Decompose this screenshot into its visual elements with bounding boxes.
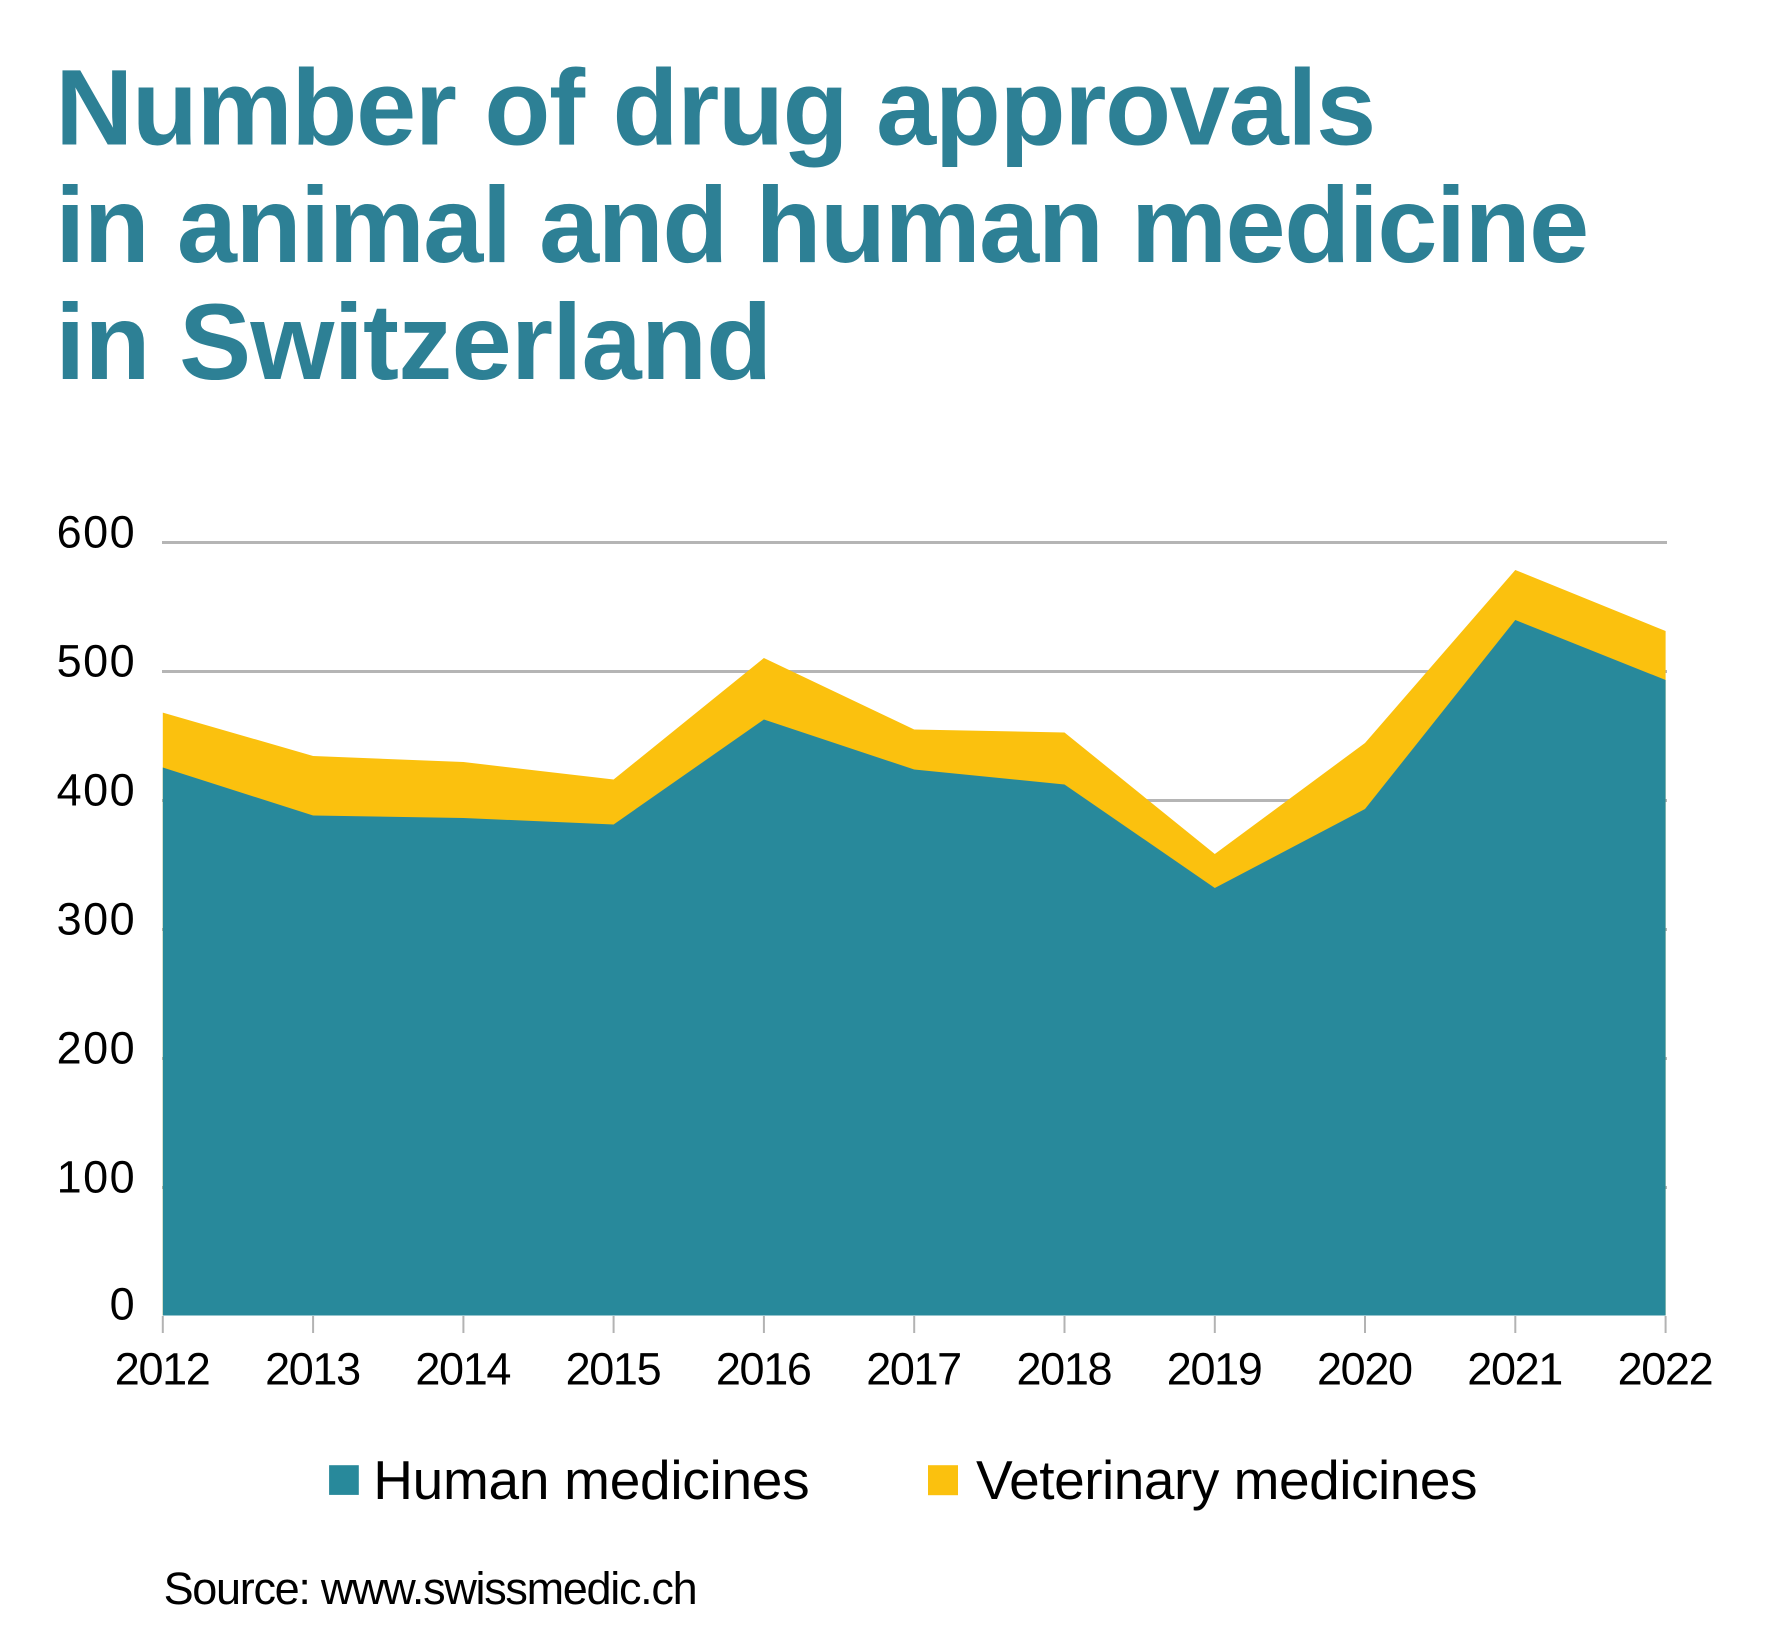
svg-text:2017: 2017 <box>866 1343 962 1394</box>
svg-text:Veterinary medicines: Veterinary medicines <box>976 1449 1478 1511</box>
svg-text:2015: 2015 <box>566 1343 662 1394</box>
svg-text:500: 500 <box>57 636 135 687</box>
svg-text:2016: 2016 <box>716 1343 812 1394</box>
svg-text:2014: 2014 <box>415 1343 511 1394</box>
svg-text:100: 100 <box>57 1152 135 1203</box>
svg-text:2021: 2021 <box>1467 1343 1563 1394</box>
svg-text:2022: 2022 <box>1618 1343 1714 1394</box>
svg-text:Number of drug approvals: Number of drug approvals <box>55 47 1376 168</box>
svg-text:200: 200 <box>57 1023 135 1074</box>
svg-text:in Switzerland: in Switzerland <box>55 281 772 402</box>
svg-text:2020: 2020 <box>1317 1343 1413 1394</box>
svg-text:in animal and human medicine: in animal and human medicine <box>55 164 1589 285</box>
svg-text:400: 400 <box>57 765 135 816</box>
svg-text:Human medicines: Human medicines <box>373 1449 809 1511</box>
svg-text:600: 600 <box>57 507 135 558</box>
svg-text:0: 0 <box>110 1279 135 1330</box>
svg-text:2012: 2012 <box>115 1343 211 1394</box>
svg-text:Source: www.swissmedic.ch: Source: www.swissmedic.ch <box>164 1563 698 1614</box>
svg-text:2018: 2018 <box>1017 1343 1113 1394</box>
svg-text:300: 300 <box>57 894 135 945</box>
svg-text:2013: 2013 <box>265 1343 361 1394</box>
svg-text:2019: 2019 <box>1167 1343 1263 1394</box>
